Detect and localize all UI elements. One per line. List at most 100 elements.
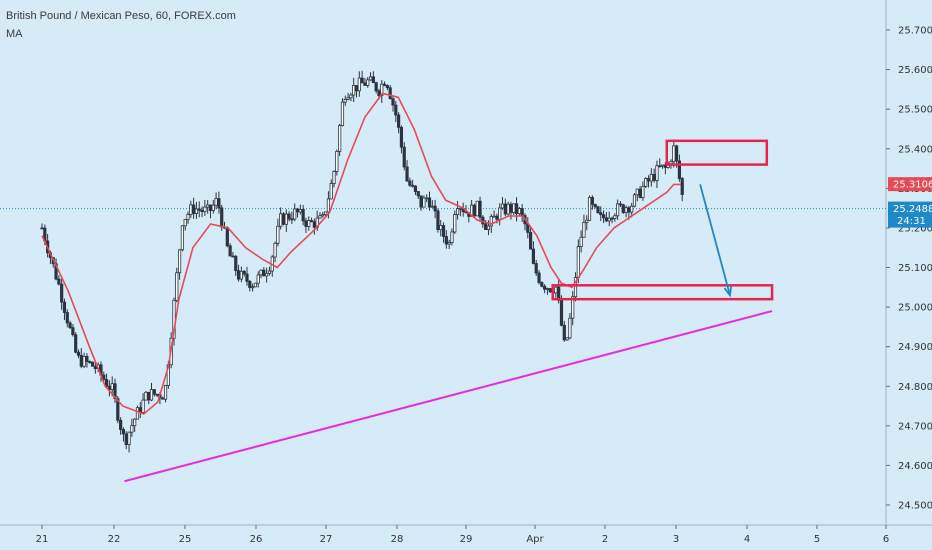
candle-body bbox=[217, 198, 221, 209]
x-tick-label: 22 bbox=[108, 534, 121, 545]
candle-body bbox=[627, 207, 631, 213]
candle-body bbox=[472, 204, 477, 217]
candle-body bbox=[447, 242, 451, 245]
candle-body bbox=[672, 145, 676, 163]
candle-body bbox=[76, 351, 81, 356]
candle-body bbox=[107, 385, 111, 390]
candle-body bbox=[422, 197, 426, 208]
candle-body bbox=[638, 188, 642, 198]
support-box[interactable] bbox=[551, 284, 774, 301]
candle-body bbox=[287, 213, 291, 220]
candle-body bbox=[677, 160, 682, 179]
candle-body bbox=[194, 208, 199, 214]
candle-body bbox=[565, 337, 569, 341]
candle-body bbox=[590, 197, 594, 205]
y-tick-label: 24.7000 bbox=[898, 421, 932, 432]
candle-body bbox=[239, 270, 243, 280]
candle-body bbox=[554, 286, 558, 294]
candle-body bbox=[318, 215, 322, 219]
candle-body bbox=[646, 178, 651, 182]
x-tick-label: 28 bbox=[391, 534, 404, 545]
candle-body bbox=[475, 200, 479, 217]
candle-body bbox=[385, 85, 389, 89]
candle-body bbox=[231, 255, 235, 258]
candle-body bbox=[537, 272, 541, 283]
candle-body bbox=[309, 220, 314, 223]
candle-body bbox=[618, 203, 623, 206]
candle-body bbox=[405, 166, 409, 182]
candle-body bbox=[214, 198, 218, 206]
candle-body bbox=[503, 203, 507, 215]
candle-body bbox=[531, 248, 536, 264]
x-tick-label: 5 bbox=[814, 534, 820, 545]
candle-body bbox=[559, 299, 564, 326]
candle-body bbox=[242, 270, 246, 275]
x-tick-label: 4 bbox=[744, 534, 750, 545]
candle-body bbox=[276, 225, 280, 244]
chart-title: British Pound / Mexican Peso, 60, FOREX.… bbox=[6, 10, 236, 22]
candle-body bbox=[298, 209, 302, 213]
candle-body bbox=[402, 146, 406, 168]
candle-body bbox=[113, 383, 117, 399]
y-tick-label: 25.4000 bbox=[898, 144, 932, 155]
candle-body bbox=[649, 173, 653, 182]
indicator-label[interactable]: MA bbox=[6, 28, 23, 40]
current-price-label: 25.2488 bbox=[893, 204, 932, 215]
candle-body bbox=[374, 82, 378, 92]
candle-body bbox=[57, 278, 61, 285]
candle-body bbox=[346, 97, 350, 100]
current-price-badge bbox=[888, 201, 932, 228]
candle-body bbox=[321, 214, 325, 217]
candle-body bbox=[259, 269, 263, 276]
candle-body bbox=[245, 273, 249, 282]
candle-body bbox=[500, 203, 505, 209]
candle-body bbox=[652, 173, 656, 181]
x-tick-label: Apr bbox=[526, 534, 544, 545]
candle-body bbox=[352, 85, 356, 96]
candle-body bbox=[610, 217, 614, 220]
candle-body bbox=[408, 180, 412, 186]
arrow-head bbox=[723, 286, 733, 298]
candle-body bbox=[489, 216, 493, 227]
resistance-box[interactable] bbox=[665, 139, 769, 166]
candle-body bbox=[349, 94, 353, 99]
candle-body bbox=[371, 76, 375, 84]
candle-body bbox=[495, 215, 499, 220]
candle-body bbox=[186, 214, 190, 220]
x-tick-label: 27 bbox=[320, 534, 333, 545]
candle-body bbox=[453, 214, 457, 233]
candle-body bbox=[582, 222, 586, 238]
candle-body bbox=[104, 379, 109, 387]
candle-body bbox=[127, 431, 131, 445]
candle-body bbox=[548, 288, 552, 293]
ma-price-label: 25.3106 bbox=[893, 180, 932, 191]
candle-body bbox=[613, 215, 617, 219]
candle-body bbox=[458, 208, 462, 210]
candle-body bbox=[663, 164, 667, 168]
candle-body bbox=[624, 207, 628, 213]
candle-body bbox=[534, 263, 538, 274]
candle-body bbox=[189, 204, 193, 215]
candle-body bbox=[506, 203, 510, 215]
candle-body bbox=[110, 383, 114, 390]
candle-body bbox=[62, 301, 67, 313]
candle-body bbox=[568, 317, 572, 339]
y-tick-label: 25.0000 bbox=[898, 303, 932, 314]
candle-body bbox=[175, 272, 179, 301]
candle-body bbox=[655, 165, 659, 181]
candle-body bbox=[65, 312, 69, 324]
candle-body bbox=[253, 282, 258, 288]
candle-body bbox=[562, 324, 566, 341]
projection-arrow[interactable] bbox=[699, 184, 731, 296]
candle-body bbox=[517, 208, 521, 214]
candle-body bbox=[85, 355, 89, 362]
candle-body bbox=[203, 206, 207, 212]
candle-body bbox=[133, 418, 137, 427]
candle-body bbox=[368, 76, 373, 81]
candle-body bbox=[512, 203, 516, 213]
candle-body bbox=[82, 355, 86, 367]
y-tick-label: 24.9000 bbox=[898, 342, 932, 353]
trendline[interactable] bbox=[124, 310, 773, 483]
candle-body bbox=[585, 219, 589, 223]
